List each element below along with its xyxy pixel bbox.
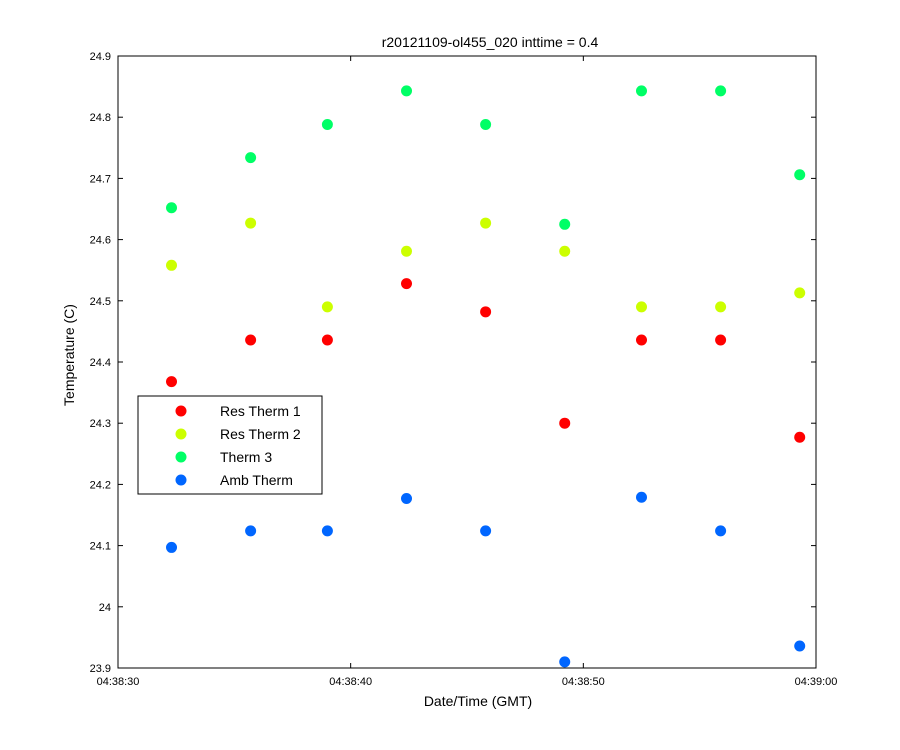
data-point bbox=[636, 301, 647, 313]
data-points bbox=[166, 85, 806, 668]
x-tick-label: 04:38:40 bbox=[329, 676, 372, 688]
data-point bbox=[480, 217, 492, 229]
x-axis-label: Date/Time (GMT) bbox=[424, 693, 532, 709]
plot-area bbox=[117, 55, 817, 669]
legend-marker bbox=[175, 405, 187, 417]
data-point bbox=[559, 656, 571, 668]
data-point bbox=[794, 287, 806, 299]
legend-marker bbox=[175, 474, 187, 486]
data-point bbox=[321, 301, 333, 313]
data-point bbox=[401, 492, 413, 504]
data-point bbox=[636, 334, 647, 346]
data-point bbox=[321, 334, 333, 346]
legend-box bbox=[137, 395, 323, 495]
data-point bbox=[480, 525, 492, 537]
data-point bbox=[559, 245, 571, 257]
data-point bbox=[715, 85, 727, 97]
legend-label: Therm 3 bbox=[220, 449, 272, 465]
data-point bbox=[245, 525, 257, 537]
y-tick-label: 24.4 bbox=[90, 357, 111, 369]
legend-label: Res Therm 1 bbox=[220, 403, 301, 419]
data-point bbox=[794, 640, 806, 652]
legend: Res Therm 1 Res Therm 2 Therm 3 Amb Therm bbox=[137, 395, 323, 495]
data-point bbox=[166, 541, 178, 553]
data-point bbox=[559, 218, 571, 230]
data-point bbox=[636, 85, 647, 97]
data-point bbox=[166, 259, 178, 271]
y-tick-label: 24.1 bbox=[90, 541, 111, 553]
data-point bbox=[636, 491, 647, 503]
data-point bbox=[715, 525, 727, 537]
y-tick-label: 24.9 bbox=[90, 51, 111, 63]
y-tick-label: 23.9 bbox=[90, 663, 111, 675]
legend-marker bbox=[175, 451, 187, 463]
data-point bbox=[245, 152, 257, 164]
data-point bbox=[559, 417, 571, 429]
data-point bbox=[480, 306, 492, 318]
data-point bbox=[166, 376, 178, 388]
x-tick-label: 04:38:50 bbox=[562, 676, 605, 688]
data-point bbox=[401, 85, 413, 97]
y-axis-label: Temperature (C) bbox=[61, 304, 77, 406]
data-point bbox=[401, 245, 413, 257]
x-tick-label: 04:38:30 bbox=[97, 676, 140, 688]
data-point bbox=[245, 334, 257, 346]
y-tick-label: 24.6 bbox=[90, 235, 111, 247]
data-point bbox=[166, 202, 178, 214]
data-point bbox=[321, 525, 333, 537]
data-point bbox=[794, 169, 806, 181]
data-point bbox=[715, 301, 727, 313]
legend-label: Res Therm 2 bbox=[220, 426, 301, 442]
y-tick-label: 24.5 bbox=[90, 296, 111, 308]
data-point bbox=[480, 119, 492, 131]
y-tick-label: 24.2 bbox=[90, 479, 111, 491]
data-point bbox=[245, 217, 257, 229]
legend-marker bbox=[175, 428, 187, 440]
y-tick-label: 24 bbox=[99, 602, 111, 614]
data-point bbox=[715, 334, 727, 346]
y-axis-ticks: 23.9 24 24.1 24.2 24.3 24.4 24.5 24.6 24.7 24.8 24… bbox=[90, 51, 816, 675]
data-point bbox=[794, 431, 806, 443]
chart-title: r20121109-ol455_020 inttime = 0.4 bbox=[382, 34, 599, 50]
x-axis-ticks: 04:38:30 04:38:40 04:38:50 04:39:00 bbox=[97, 56, 838, 688]
x-tick-label: 04:39:00 bbox=[795, 676, 838, 688]
legend-label: Amb Therm bbox=[220, 472, 293, 488]
data-point bbox=[401, 278, 413, 290]
y-tick-label: 24.7 bbox=[90, 173, 111, 185]
data-point bbox=[321, 119, 333, 131]
y-tick-label: 24.3 bbox=[90, 418, 111, 430]
y-tick-label: 24.8 bbox=[90, 112, 111, 124]
